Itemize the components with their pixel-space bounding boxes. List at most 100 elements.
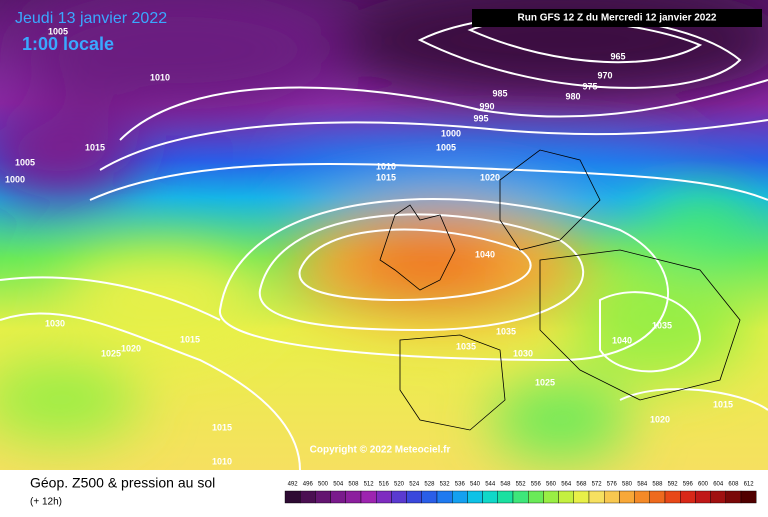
- isobar-label: 1000: [5, 174, 25, 184]
- legend-label: 572: [592, 482, 603, 488]
- legend-label: 520: [394, 482, 405, 488]
- legend-label: 516: [379, 482, 390, 488]
- legend-swatch: [740, 490, 757, 504]
- legend-label: 504: [333, 482, 344, 488]
- isobar-label: 1015: [212, 422, 232, 432]
- legend: 492 496 500 504 508 512 516 520 524 528 532 536 540 5…: [284, 482, 757, 504]
- legend-label: 560: [546, 482, 557, 488]
- copyright: Copyright © 2022 Meteociel.fr: [310, 445, 451, 456]
- legend-swatch: [680, 490, 696, 504]
- isobar-label: 1020: [480, 172, 500, 182]
- isobar-label: 965: [610, 51, 625, 61]
- run-box: [472, 9, 762, 27]
- coastlines: [379, 149, 741, 431]
- legend-label: 588: [652, 482, 663, 488]
- legend-label: 564: [561, 482, 572, 488]
- legend-label: 576: [607, 482, 618, 488]
- legend-swatch: [345, 490, 362, 504]
- legend-label: 496: [303, 482, 314, 488]
- legend-label: 512: [364, 482, 375, 488]
- legend-label: 528: [424, 482, 435, 488]
- legend-swatch: [604, 490, 620, 504]
- date: Jeudi 13 janvier 2022: [15, 10, 167, 27]
- legend-swatch: [467, 490, 483, 504]
- isobar-label: 1005: [436, 142, 456, 152]
- legend-label: 548: [500, 482, 511, 488]
- isobar-label: 1015: [713, 399, 733, 409]
- legend-label: 556: [531, 482, 542, 488]
- isobar-label: 975: [582, 81, 597, 91]
- isobar-label: 1005: [48, 26, 68, 36]
- legend-swatch: [710, 490, 726, 504]
- isobar-label: 1040: [612, 335, 632, 345]
- isobar-label: 1035: [496, 326, 516, 336]
- isobar-label: 990: [479, 101, 494, 111]
- time: 1:00 locale: [22, 34, 114, 54]
- isobar-label: 1030: [513, 348, 533, 358]
- legend-swatch: [649, 490, 666, 504]
- isobar-label: 1000: [441, 128, 461, 138]
- isobar-labels: 1005101010151005100096597097598098599099…: [5, 26, 733, 466]
- isobar-label: 1030: [45, 318, 65, 328]
- legend-label: 540: [470, 482, 481, 488]
- legend-label: 500: [318, 482, 329, 488]
- legend-label: 580: [622, 482, 633, 488]
- isobar-label: 1010: [212, 456, 232, 466]
- legend-label: 492: [288, 482, 299, 488]
- legend-swatch: [512, 490, 529, 504]
- legend-swatch: [300, 490, 316, 504]
- legend-swatch: [406, 490, 423, 504]
- isobar-label: 1025: [535, 377, 555, 387]
- isobar-label: 1010: [376, 161, 396, 171]
- legend-label: 532: [440, 482, 451, 488]
- legend-label: 524: [409, 482, 420, 488]
- legend-swatch: [315, 490, 331, 504]
- isobar-label: 1015: [180, 334, 200, 344]
- legend-swatch: [695, 490, 711, 504]
- legend-label: 608: [728, 482, 739, 488]
- isobar-label: 995: [473, 113, 488, 123]
- isobar-label: 970: [597, 70, 612, 80]
- legend-swatch: [436, 490, 453, 504]
- footer-lead: (+ 12h): [30, 497, 62, 508]
- legend-label: 584: [637, 482, 648, 488]
- legend-swatch: [664, 490, 681, 504]
- legend-label: 536: [455, 482, 466, 488]
- isobar-label: 1005: [15, 157, 35, 167]
- legend-swatch: [452, 490, 468, 504]
- legend-swatch: [330, 490, 347, 504]
- isobar-label: 1010: [150, 72, 170, 82]
- legend-swatch: [725, 490, 742, 504]
- footer-title: Géop. Z500 & pression au sol: [30, 475, 215, 491]
- isobar-label: 1040: [475, 249, 495, 259]
- legend-swatch: [634, 490, 650, 504]
- legend-swatch: [376, 490, 392, 504]
- legend-label: 508: [348, 482, 359, 488]
- legend-swatch: [497, 490, 514, 504]
- isobar-label: 985: [492, 88, 507, 98]
- legend-swatch: [360, 490, 377, 504]
- legend-label: 544: [485, 482, 496, 488]
- legend-swatch: [573, 490, 590, 504]
- legend-swatch: [482, 490, 499, 504]
- legend-swatch: [284, 490, 301, 504]
- isobar-label: 1020: [650, 414, 670, 424]
- map-field: [0, 0, 768, 470]
- legend-swatch: [391, 490, 407, 504]
- isobar-label: 1035: [456, 341, 476, 351]
- legend-swatch: [588, 490, 605, 504]
- legend-swatch: [528, 490, 544, 504]
- isobar-label: 1020: [121, 343, 141, 353]
- legend-swatch: [558, 490, 574, 504]
- legend-swatch: [543, 490, 559, 504]
- legend-swatch: [619, 490, 635, 504]
- legend-label: 592: [668, 482, 679, 488]
- isobar-label: 1015: [85, 142, 105, 152]
- legend-label: 596: [683, 482, 694, 488]
- legend-swatch: [421, 490, 438, 504]
- run-info: Run GFS 12 Z du Mercredi 12 janvier 2022: [518, 13, 717, 24]
- legend-label: 612: [744, 482, 755, 488]
- legend-label: 568: [576, 482, 587, 488]
- isobar-label: 1025: [101, 348, 121, 358]
